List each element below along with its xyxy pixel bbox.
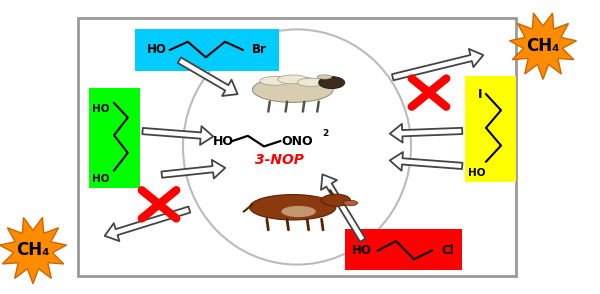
Ellipse shape — [253, 77, 333, 102]
Text: HO: HO — [92, 174, 110, 184]
Ellipse shape — [343, 200, 358, 206]
Text: 3-NOP: 3-NOP — [254, 153, 304, 167]
Text: CH₄: CH₄ — [526, 36, 560, 55]
Text: HO: HO — [352, 244, 372, 257]
Text: Cl: Cl — [441, 244, 454, 257]
Ellipse shape — [298, 78, 325, 86]
Text: CH₄: CH₄ — [16, 241, 50, 259]
Text: Br: Br — [252, 44, 267, 56]
Ellipse shape — [281, 206, 316, 217]
Ellipse shape — [260, 76, 290, 85]
FancyBboxPatch shape — [465, 76, 516, 182]
Ellipse shape — [319, 77, 344, 88]
Text: 2: 2 — [322, 129, 328, 138]
Ellipse shape — [183, 29, 411, 265]
Ellipse shape — [250, 195, 336, 220]
Ellipse shape — [317, 75, 332, 79]
Polygon shape — [0, 218, 67, 284]
Ellipse shape — [322, 194, 350, 206]
Text: ONO: ONO — [281, 135, 313, 148]
FancyBboxPatch shape — [78, 18, 516, 276]
Polygon shape — [509, 13, 577, 79]
FancyBboxPatch shape — [135, 29, 279, 71]
Text: HO: HO — [213, 135, 234, 148]
Ellipse shape — [278, 75, 308, 84]
FancyBboxPatch shape — [345, 229, 462, 270]
FancyBboxPatch shape — [89, 88, 140, 188]
Text: HO: HO — [92, 104, 110, 114]
Text: I: I — [478, 88, 483, 101]
Text: HO: HO — [468, 168, 485, 178]
Text: HO: HO — [147, 44, 167, 56]
